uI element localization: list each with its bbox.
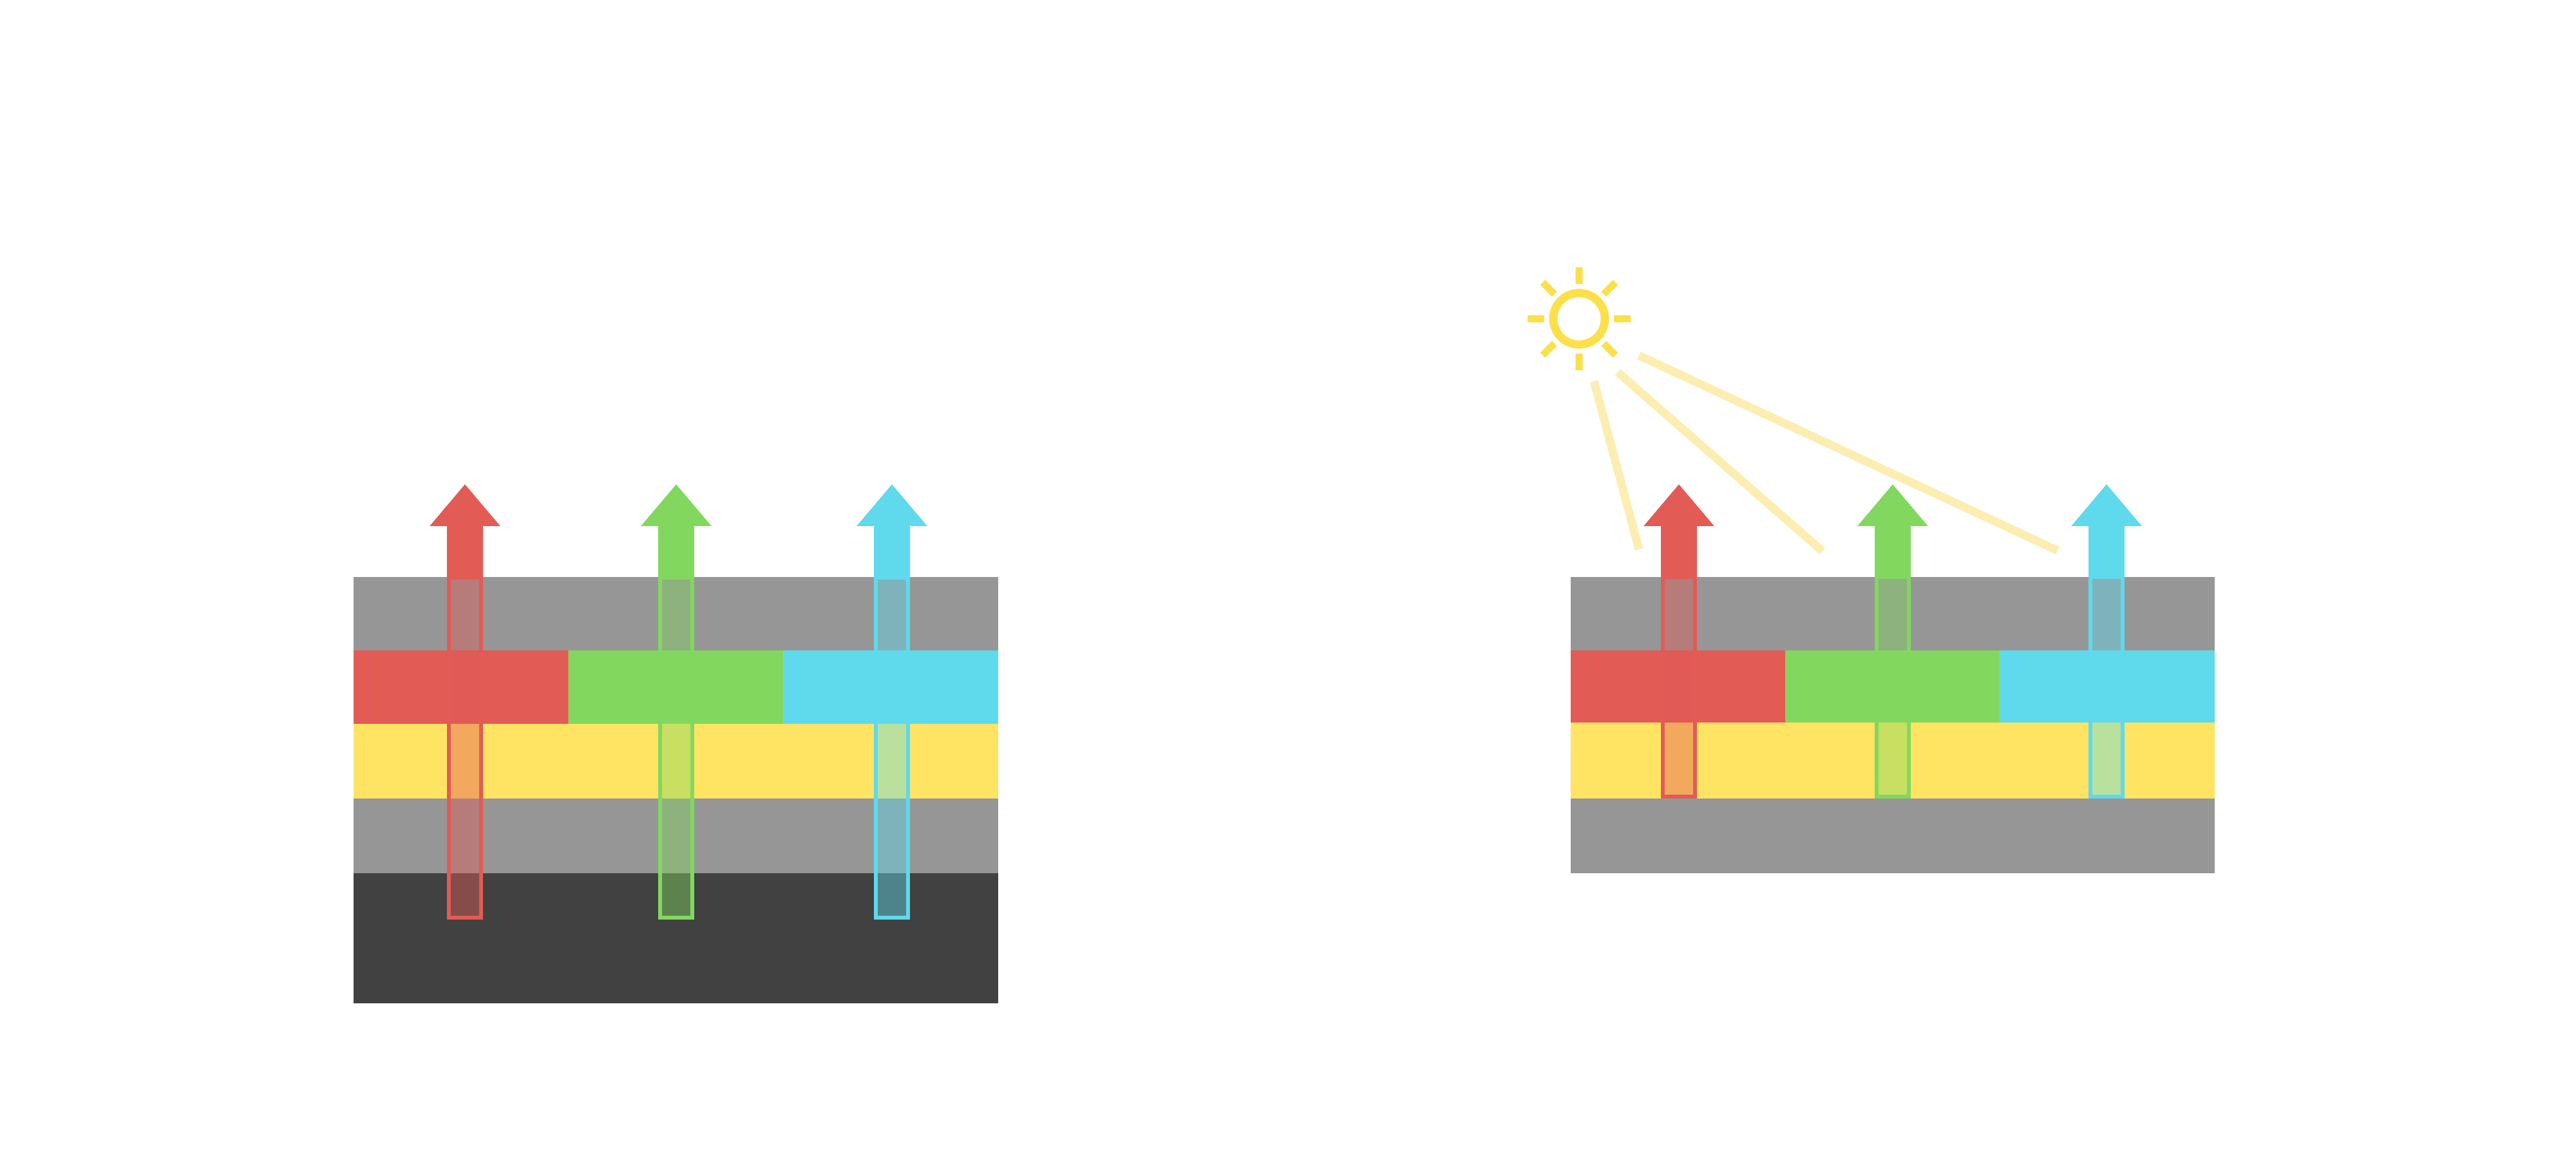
sun-ray-tick (1540, 341, 1557, 358)
liquid-crystal-layer (354, 724, 998, 799)
top-glass-layer (1571, 577, 2215, 650)
sunlight-ray (1615, 369, 1826, 554)
red-light-arrow (430, 484, 500, 579)
green-filter-segment (1785, 650, 2000, 723)
bottom-glass-layer (354, 799, 998, 873)
green-light-arrow (641, 484, 712, 579)
green-light-arrow-beam (1875, 575, 1911, 799)
green-filter-segment (568, 650, 784, 724)
red-filter-segment (1571, 650, 1786, 723)
sun-ray-tick (1540, 279, 1557, 297)
sun-ray-tick (1601, 341, 1618, 358)
green-light-arrow (1857, 484, 1928, 578)
sun-icon (1528, 267, 1631, 370)
green-light-arrow-beam (658, 576, 694, 920)
sun-ray-tick (1601, 279, 1618, 297)
red-light-arrow-beam (447, 576, 483, 920)
blue-filter-segment (2000, 650, 2215, 723)
reflective-display-stack (1528, 267, 2215, 873)
sunlight-ray (1589, 380, 1643, 551)
blue-light-arrow-beam (874, 576, 910, 920)
red-light-arrow-beam (1661, 575, 1697, 799)
top-glass-layer (354, 577, 998, 651)
blue-light-arrow-beam (2088, 575, 2125, 799)
backlight-layer (354, 873, 998, 1003)
sun-disc (1549, 288, 1609, 349)
reflector-layer (1571, 799, 2215, 873)
red-light-arrow (1643, 484, 1714, 578)
blue-light-arrow (2071, 484, 2142, 578)
sunlight-ray (1637, 352, 2060, 554)
red-filter-segment (354, 650, 569, 724)
liquid-crystal-layer (1571, 723, 2215, 799)
blue-light-arrow (857, 484, 927, 579)
backlit-display-stack (354, 484, 998, 1003)
blue-filter-segment (783, 650, 998, 724)
